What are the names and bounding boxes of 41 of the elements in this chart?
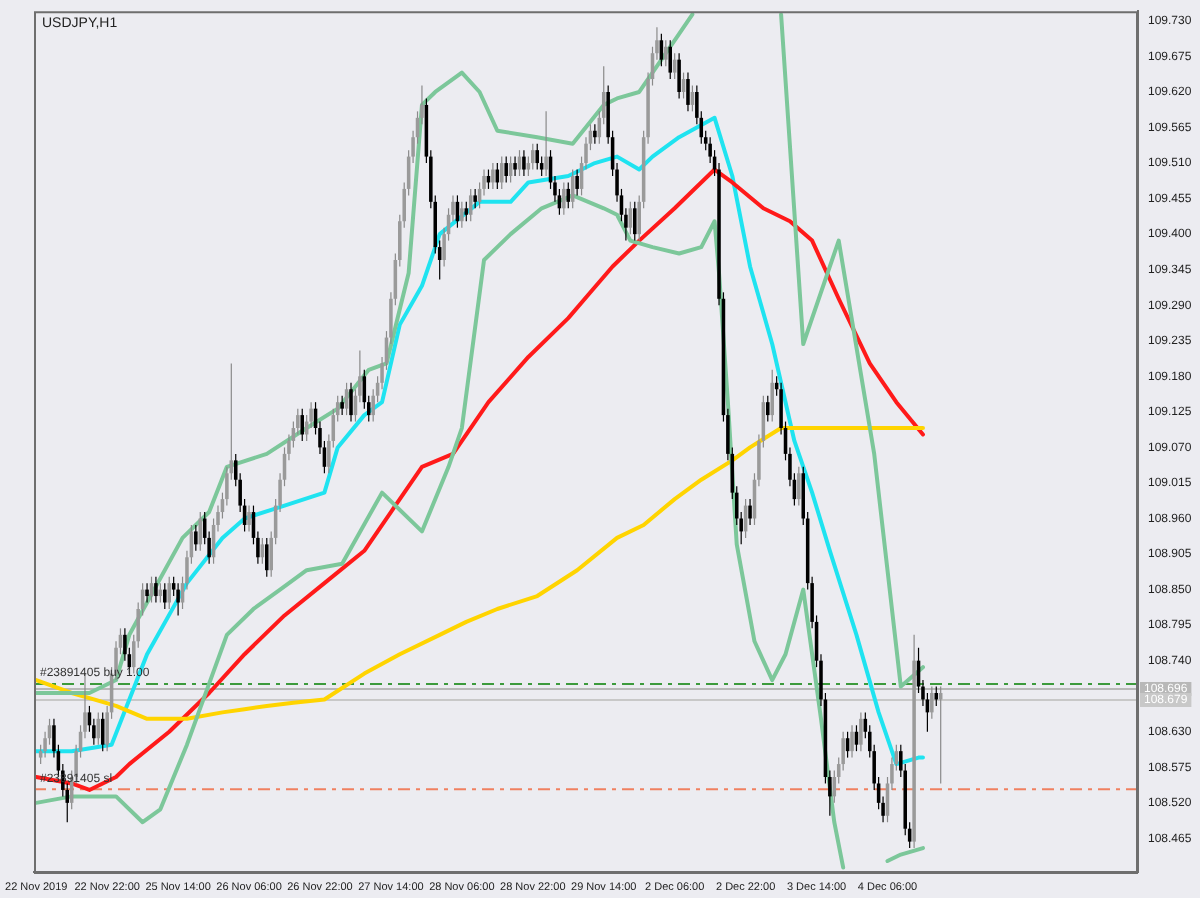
candlestick	[504, 156, 508, 184]
candlestick	[198, 511, 203, 552]
candlestick	[934, 685, 939, 707]
candlestick	[664, 39, 668, 67]
candlestick	[770, 369, 774, 423]
candlestick	[247, 504, 251, 533]
candlestick	[575, 168, 579, 196]
candlestick	[349, 382, 353, 423]
candlestick	[167, 576, 171, 610]
candlestick	[340, 395, 344, 416]
candlestick	[513, 156, 517, 177]
candlestick	[766, 395, 770, 423]
candlestick	[566, 181, 571, 209]
candlestick	[265, 537, 269, 578]
candlestick	[300, 408, 305, 442]
candlestick	[499, 156, 504, 190]
candlestick	[686, 71, 690, 112]
candlestick	[194, 524, 198, 552]
candlestick	[562, 181, 566, 216]
candlestick	[473, 188, 477, 209]
candlestick	[593, 123, 597, 145]
candlestick	[145, 582, 149, 604]
candlestick	[531, 143, 535, 171]
candlestick	[859, 711, 863, 752]
candlestick	[460, 201, 464, 229]
candlestick	[633, 201, 637, 242]
candlestick	[535, 143, 539, 171]
candlestick	[491, 162, 495, 190]
candlestick	[850, 724, 854, 759]
candlestick	[154, 576, 158, 604]
candlestick	[797, 466, 801, 507]
candlestick	[522, 149, 526, 177]
candlestick	[748, 498, 752, 526]
candlestick	[544, 110, 548, 177]
candlestick	[930, 685, 934, 720]
candlestick	[668, 39, 673, 80]
candlestick	[677, 52, 681, 100]
candlestick	[464, 201, 469, 222]
candlestick	[123, 627, 127, 662]
candlestick	[176, 582, 180, 617]
candlestick	[163, 582, 167, 610]
